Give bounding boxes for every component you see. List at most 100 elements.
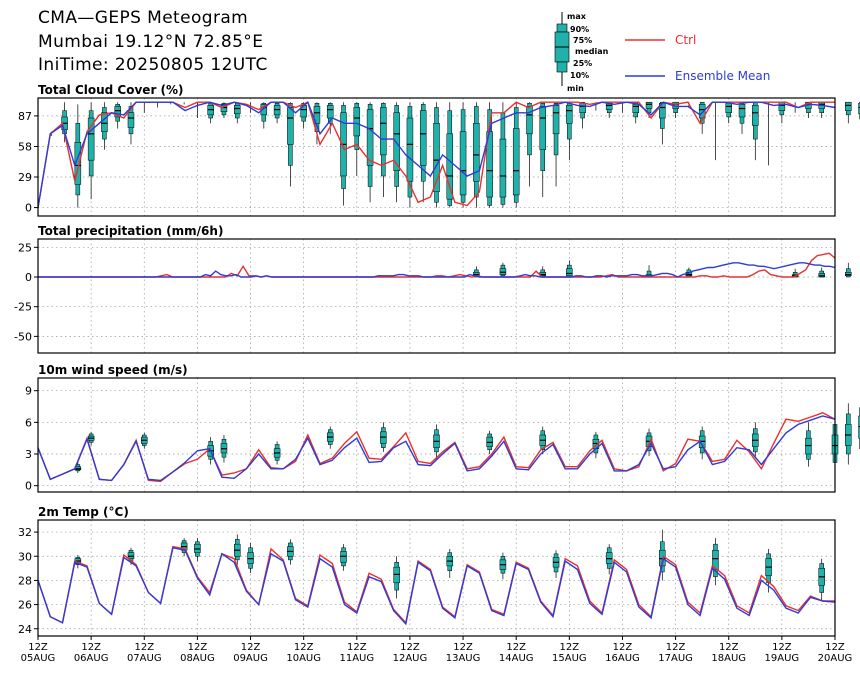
ensemble-box <box>366 102 374 203</box>
ensemble-box <box>845 101 852 124</box>
legend-median: median <box>575 47 609 56</box>
box-inner <box>114 106 121 118</box>
x-tick-hour: 12Z <box>560 642 580 653</box>
ensemble-box <box>645 428 653 457</box>
box-inner <box>725 103 732 114</box>
box-inner <box>566 268 573 277</box>
box-inner <box>127 112 135 128</box>
y-tick-label: 6 <box>25 416 32 429</box>
ensemble-box <box>446 102 454 208</box>
y-tick-label: 25 <box>18 241 32 254</box>
ensemble-mean-line <box>37 415 836 482</box>
ensemble-box <box>313 102 321 145</box>
ensemble-box <box>247 542 254 574</box>
x-tick-date: 05AUG <box>21 653 56 664</box>
ensemble-box <box>845 262 852 278</box>
box-inner <box>858 103 860 115</box>
ensemble-box <box>194 538 201 562</box>
ensemble-box <box>566 102 573 161</box>
box-inner <box>393 566 400 584</box>
box-inner <box>247 552 254 564</box>
y-tick-label: 24 <box>18 623 32 636</box>
legend-p90: 90% <box>570 25 589 34</box>
x-tick-date: 08AUG <box>180 653 215 664</box>
box-inner <box>326 105 334 119</box>
box-inner <box>752 105 759 126</box>
legend-ctrl-label: Ctrl <box>675 33 696 47</box>
ensemble-box <box>446 549 454 578</box>
box-inner <box>260 104 268 116</box>
ensemble-box <box>340 102 347 206</box>
box-inner <box>539 106 547 150</box>
ensemble-box <box>87 102 95 200</box>
box-inner <box>366 109 374 166</box>
box-inner <box>698 104 706 119</box>
y-tick-label: 0 <box>25 202 32 215</box>
x-tick-hour: 12Z <box>81 642 101 653</box>
ensemble-box <box>499 262 507 277</box>
box-inner <box>393 112 400 171</box>
ensemble-box <box>738 101 746 134</box>
x-tick-date: 19AUG <box>765 653 800 664</box>
ensemble-box <box>752 422 759 459</box>
y-tick-label: 9 <box>25 385 32 398</box>
box-inner <box>313 106 321 124</box>
x-tick-date: 09AUG <box>233 653 268 664</box>
ensemble-box <box>433 424 440 460</box>
box-inner <box>234 105 241 115</box>
ensemble-box <box>659 101 666 145</box>
box-inner <box>526 106 533 135</box>
ensemble-box <box>818 267 825 278</box>
ensemble-box <box>141 432 148 449</box>
box-inner <box>566 105 573 124</box>
x-tick-date: 16AUG <box>605 653 640 664</box>
ensemble-box <box>380 102 387 198</box>
ensemble-box <box>459 102 467 208</box>
box-inner <box>433 123 440 193</box>
ensemble-box <box>698 101 706 134</box>
panel-3: 2m Temp (°C) 24 26 28 30 32 <box>18 505 836 637</box>
x-tick-hour: 12Z <box>188 642 208 653</box>
ensemble-box <box>127 547 135 565</box>
box-inner <box>512 128 520 196</box>
legend-max: max <box>567 12 587 21</box>
box-inner <box>127 552 135 559</box>
ensemble-box <box>698 426 706 460</box>
ensemble-box <box>326 426 334 449</box>
x-tick-date: 13AUG <box>446 653 481 664</box>
ensemble-box <box>234 102 241 124</box>
ensemble-box <box>552 550 560 578</box>
x-tick-hour: 12Z <box>825 642 845 653</box>
ensemble-box <box>287 539 294 565</box>
panel-frame <box>37 519 836 637</box>
legend-min: min <box>567 84 584 93</box>
box-inner <box>406 117 414 182</box>
y-tick-label: 58 <box>18 140 32 153</box>
legend-mean-label: Ensemble Mean <box>675 69 770 83</box>
ensemble-box <box>752 101 759 161</box>
ensemble-box <box>340 544 347 571</box>
legend-p25: 25% <box>573 59 592 68</box>
box-inner <box>101 112 108 132</box>
x-tick-hour: 12Z <box>613 642 633 653</box>
y-tick-label: 0 <box>25 271 32 284</box>
panel-title: 10m wind speed (m/s) <box>38 363 188 377</box>
ensemble-box <box>486 102 493 208</box>
box-inner <box>446 133 454 200</box>
x-tick-date: 12AUG <box>393 653 428 664</box>
ensemble-box <box>220 435 228 463</box>
ensemble-mean-line <box>37 101 836 208</box>
x-tick-hour: 12Z <box>666 642 686 653</box>
ensemble-box <box>101 102 108 150</box>
ensemble-box <box>273 102 281 124</box>
ensemble-box <box>234 534 241 566</box>
ensemble-box <box>632 101 639 124</box>
ensemble-mean-line <box>38 262 836 278</box>
x-tick-hour: 12Z <box>134 642 154 653</box>
y-tick-label: 3 <box>25 448 32 461</box>
location-label: Mumbai 19.12°N 72.85°E <box>38 32 264 52</box>
ensemble-box <box>605 544 613 575</box>
box-inner <box>738 104 746 118</box>
y-tick-label: 32 <box>18 526 32 539</box>
